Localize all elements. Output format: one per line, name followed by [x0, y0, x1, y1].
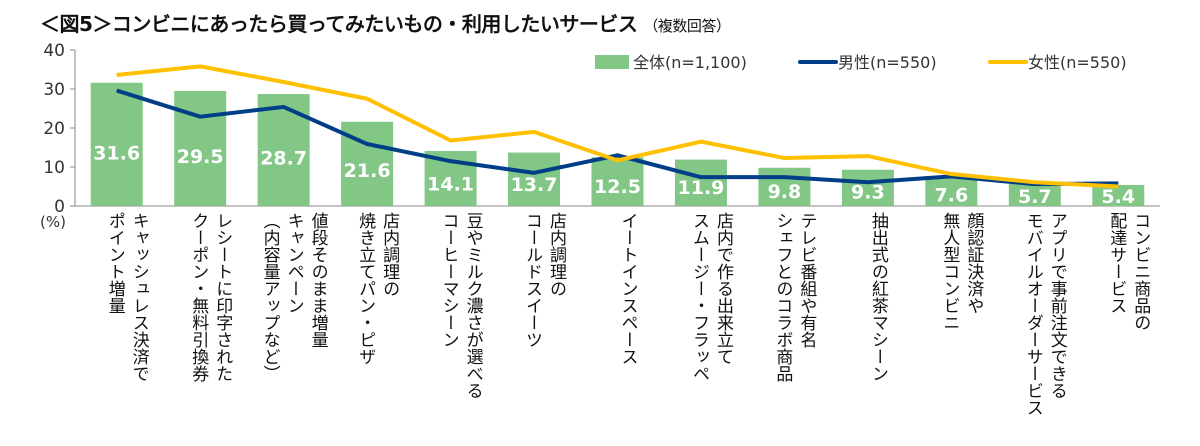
data-label: 9.3 [851, 182, 885, 204]
bar [758, 167, 811, 206]
data-label: 5.7 [1018, 186, 1052, 208]
y-unit-label: (%) [40, 213, 66, 231]
bar [591, 157, 644, 206]
legend-label: 女性(n=550) [1028, 53, 1127, 72]
y-tick-label: 40 [43, 41, 65, 61]
x-category-label: アプリで事前注文できる モバイルオーダーサービス [1022, 212, 1067, 416]
title-text: ＜図5＞コンビニにあったら買ってみたいもの・利用したいサービス [40, 12, 638, 36]
data-label: 5.4 [1101, 186, 1135, 208]
subtitle: （複数回答） [643, 17, 731, 35]
x-category-label: レシートに印字された クーポン・無料引換券 [188, 212, 233, 382]
x-category-label: 店内調理の 焼き立てパン・ピザ [355, 212, 400, 365]
x-category-label: 豆やミルク濃さが選べる コーヒーマシーン [438, 212, 483, 399]
x-category-label: 抽出式の紅茶マシーン [867, 212, 888, 382]
legend-label: 全体(n=1,100) [633, 53, 747, 72]
x-category-label: コンビニ商品の 配達サービス [1106, 212, 1151, 331]
legend-swatch-bar [595, 55, 629, 69]
data-label: 28.7 [260, 148, 307, 170]
y-tick-label: 20 [43, 119, 65, 139]
data-label: 11.9 [678, 177, 725, 199]
x-category-label: イートインスペース [617, 212, 638, 365]
bar [674, 159, 727, 206]
data-label: 12.5 [594, 176, 641, 198]
y-tick-label: 30 [43, 80, 65, 100]
data-label: 7.6 [935, 185, 969, 207]
x-category-label: 顔認証決済や 無人型コンビニ [939, 212, 984, 331]
data-label: 14.1 [427, 173, 474, 195]
bar [1008, 183, 1061, 206]
bar [508, 152, 561, 206]
x-category-label: 店内調理の コールドスイーツ [522, 212, 567, 348]
male-line [116, 88, 1119, 187]
y-tick-label: 0 [54, 197, 65, 217]
legend-label: 男性(n=550) [838, 53, 937, 72]
x-category-label: テレビ番組や有名 シェフとのコラボ商品 [772, 212, 817, 382]
x-category-label: キャッシュレス決済で ポイント増量 [104, 212, 149, 382]
chart-title: ＜図5＞コンビニにあったら買ってみたいもの・利用したいサービス （複数回答） [40, 8, 731, 37]
data-label: 29.5 [177, 146, 224, 168]
data-label: 21.6 [344, 160, 391, 182]
bar [841, 169, 894, 206]
x-category-label: 店内で作る出来立て スムージー・フラッペ [688, 212, 733, 382]
data-label: 13.7 [511, 174, 558, 196]
y-tick-label: 10 [43, 158, 65, 178]
data-label: 31.6 [93, 143, 140, 165]
x-category-label: 値段そのまま増量 キャンペーン （内容量アップなど） [259, 212, 328, 382]
data-label: 9.8 [768, 181, 802, 203]
bar [1092, 184, 1145, 206]
bar [925, 176, 978, 206]
female-line [116, 64, 1119, 189]
bar [90, 82, 143, 206]
